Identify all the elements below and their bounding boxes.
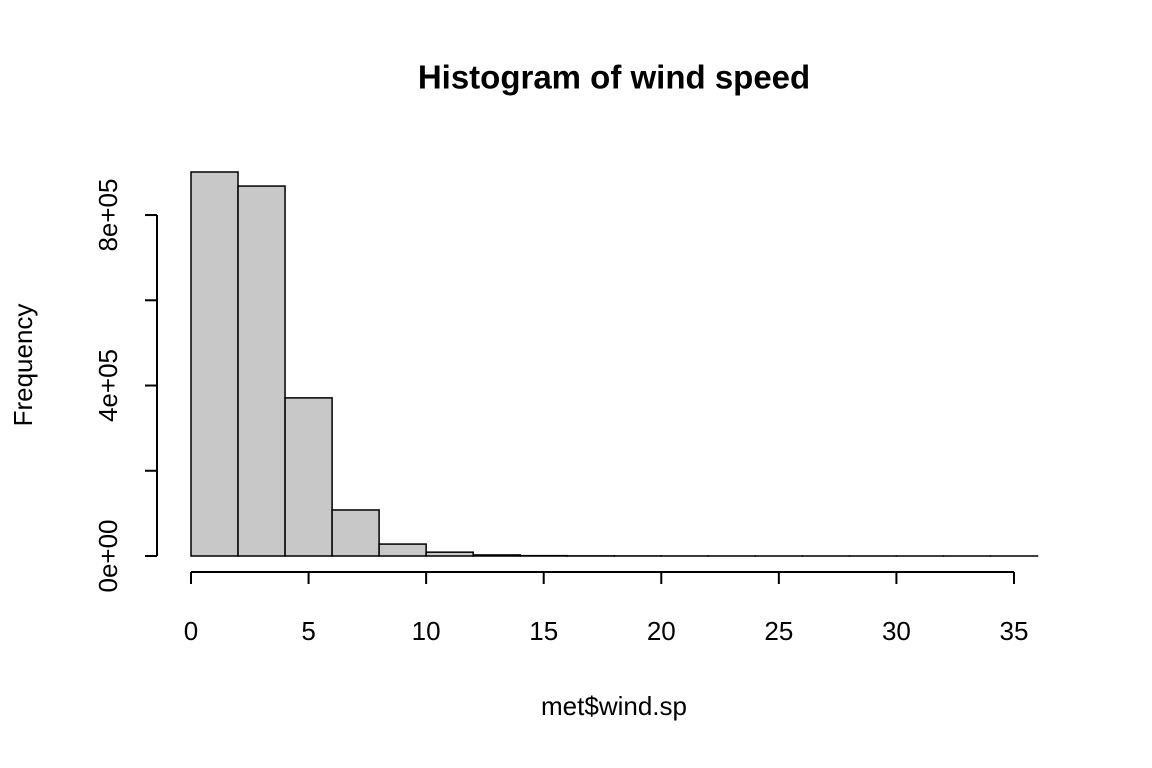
y-tick-label: 8e+05 xyxy=(93,179,123,252)
chart-title: Histogram of wind speed xyxy=(418,59,810,96)
bar xyxy=(237,185,286,557)
x-tick-label: 25 xyxy=(764,616,793,646)
bar xyxy=(425,551,474,557)
x-tick-label: 30 xyxy=(882,616,911,646)
x-tick-label: 0 xyxy=(184,616,198,646)
bar xyxy=(190,171,239,557)
y-tick-label: 0e+00 xyxy=(93,519,123,592)
y-tick-label: 4e+05 xyxy=(93,349,123,422)
x-tick-label: 20 xyxy=(647,616,676,646)
x-tick-label: 35 xyxy=(1000,616,1029,646)
bar xyxy=(472,554,521,557)
bar xyxy=(284,397,333,557)
x-tick-label: 10 xyxy=(412,616,441,646)
bar xyxy=(331,509,380,557)
x-tick-label: 15 xyxy=(529,616,558,646)
y-axis-label: Frequency xyxy=(8,304,38,427)
x-axis-label: met$wind.sp xyxy=(541,691,687,721)
bar xyxy=(378,543,427,557)
x-tick-label: 5 xyxy=(301,616,315,646)
